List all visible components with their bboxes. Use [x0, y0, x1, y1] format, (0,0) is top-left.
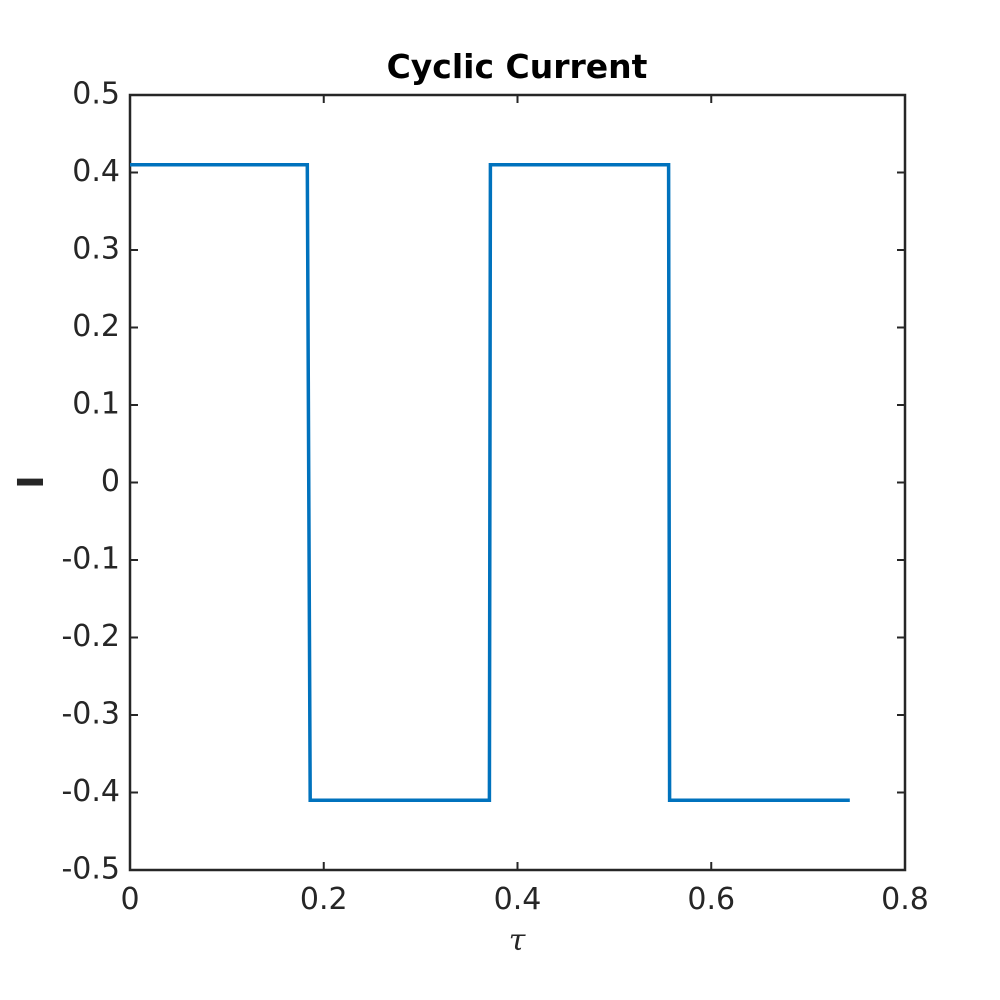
y-axis-label: I	[11, 475, 52, 488]
y-tick-label: 0.1	[72, 387, 120, 422]
y-tick-label: 0.4	[72, 154, 120, 189]
y-tick-label: -0.4	[61, 774, 120, 809]
y-tick-label: -0.2	[61, 619, 120, 654]
x-tick-label: 0.2	[300, 882, 348, 917]
x-axis-label: τ	[509, 923, 526, 958]
y-tick-label: 0.3	[72, 232, 120, 267]
y-tick-label: 0.2	[72, 309, 120, 344]
series-line	[130, 163, 850, 803]
x-tick-label: 0.8	[881, 882, 929, 917]
y-tick-label: 0	[101, 464, 120, 499]
x-tick-label: 0.4	[494, 882, 542, 917]
chart-title: Cyclic Current	[387, 47, 648, 86]
y-tick-label: -0.5	[61, 852, 120, 887]
series-layer	[130, 163, 850, 803]
axes-frame	[128, 93, 907, 872]
y-tick-label: -0.1	[61, 542, 120, 577]
y-axis: 0.5 0.4 0.3 0.2 0.1 0 -0.1 -0.2 -0.3 -0.4 -0.5	[61, 77, 905, 887]
x-tick-label: 0.6	[687, 882, 735, 917]
y-tick-label: -0.3	[61, 697, 120, 732]
x-axis: 0 0.2 0.4 0.6 0.8	[120, 95, 929, 917]
x-tick-label: 0	[120, 882, 139, 917]
axes-box	[128, 93, 907, 872]
y-tick-label: 0.5	[72, 77, 120, 112]
